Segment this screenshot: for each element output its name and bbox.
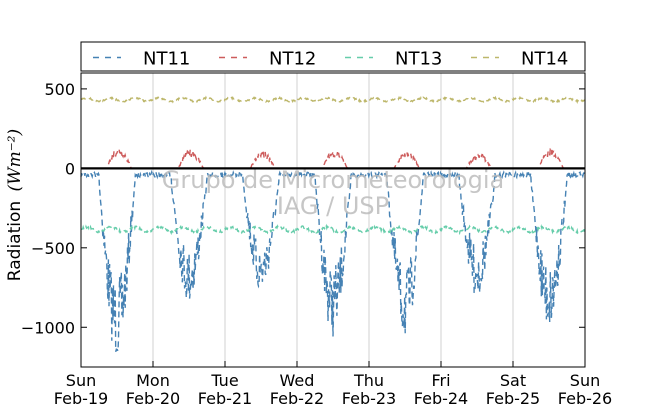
legend-label-nt12: NT12 [269,49,316,70]
watermark-line-1: Grupo de Micrometeorologia [162,166,504,194]
legend-label-nt13: NT13 [395,49,442,70]
x-tick-day: Sat [500,371,526,390]
watermark-line-2: IAG / USP [277,192,389,220]
x-tick-day: Wed [280,371,315,390]
legend: NT11 NT12 NT13 NT14 [80,41,586,72]
x-tick-day: Fri [431,371,450,390]
x-tick-day: Sun [570,371,600,390]
x-tick-day: Tue [210,371,238,390]
grid-layer [152,73,514,367]
x-tick-date: Feb-22 [270,389,324,408]
series-line-nt11 [80,169,586,352]
x-tick-date: Feb-24 [414,389,468,408]
x-tick-day: Mon [136,371,170,390]
x-tick-date: Feb-21 [198,389,252,408]
x-tick-day: Thu [353,371,384,390]
plot-frame [80,72,586,368]
y-tick-label: −500 [31,239,75,258]
series-line-nt13 [80,223,586,236]
x-tick-date: Feb-20 [126,389,180,408]
y-axis-label: Radiation (Wm⁻²) [5,129,25,281]
watermark: Grupo de Micrometeorologia IAG / USP [162,166,504,220]
x-tick-date: Feb-26 [558,389,612,408]
y-tick-label: 500 [44,80,75,99]
legend-label-nt14: NT14 [521,49,568,70]
x-tick-date: Feb-23 [342,389,396,408]
y-tick-label: −1000 [21,318,75,337]
x-tick-date: Feb-19 [54,389,108,408]
series-line-nt14 [80,95,586,104]
x-tick-date: Feb-25 [486,389,540,408]
axis-layer: 5000−500−1000SunFeb-19MonFeb-20TueFeb-21… [21,80,612,408]
x-tick-day: Sun [66,371,96,390]
series-layer [80,95,586,352]
y-tick-label: 0 [65,159,75,178]
legend-box [80,41,586,72]
legend-label-nt11: NT11 [143,49,190,70]
